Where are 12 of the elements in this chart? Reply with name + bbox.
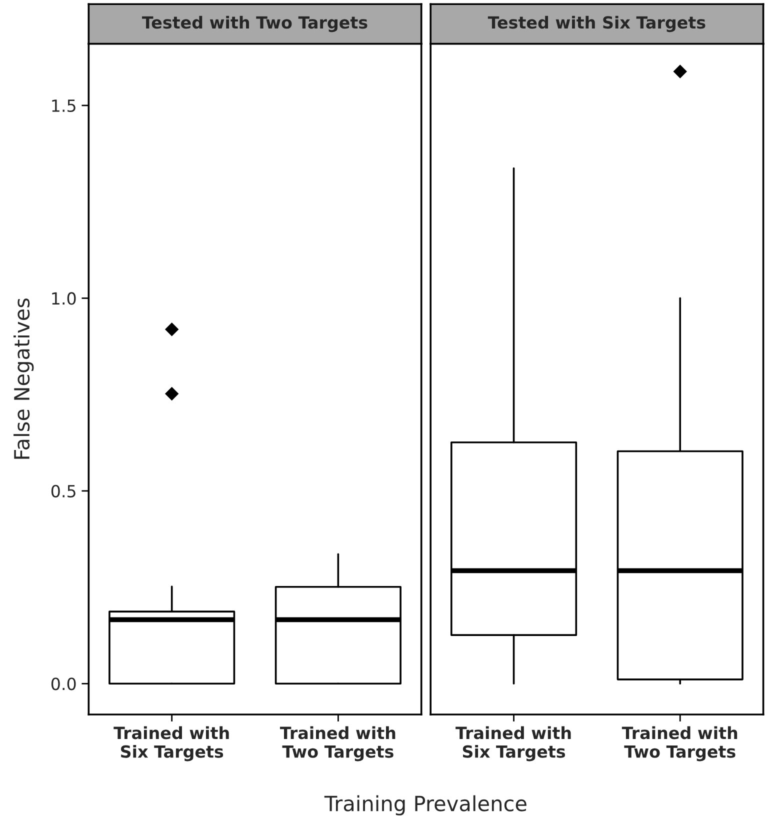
y-tick-label: 1.0 bbox=[52, 292, 76, 305]
x-axis-title: Training Prevalence bbox=[324, 795, 526, 816]
x-tick-label: Trained with Two Targets bbox=[280, 726, 396, 762]
y-tick-label: 0.0 bbox=[51, 678, 76, 690]
x-tick-label: Trained with Two Targets bbox=[622, 726, 738, 762]
y-axis-title: False Negatives bbox=[14, 298, 34, 459]
x-tick-label: Trained with Six Targets bbox=[456, 726, 571, 762]
chart-title: Tested with Six Targets bbox=[488, 16, 706, 32]
y-tick-label: 0.5 bbox=[51, 484, 76, 498]
chart-title: Tested with Two Targets bbox=[142, 16, 368, 32]
y-tick-label: 1.5 bbox=[52, 100, 76, 112]
x-tick-label: Trained with Six Targets bbox=[114, 726, 229, 762]
